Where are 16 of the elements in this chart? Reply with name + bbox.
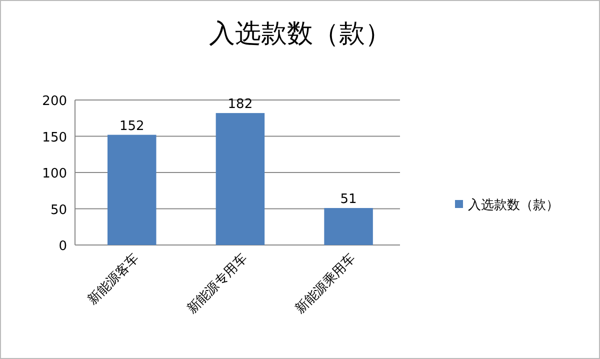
data-label: 182 [228,97,253,112]
y-tick-label: 0 [58,239,67,254]
y-tick-label: 200 [42,94,67,109]
legend-label: 入选款数（款） [468,198,559,213]
y-tick-label: 50 [50,202,67,218]
y-tick-label: 150 [42,130,67,146]
data-label: 51 [340,192,357,208]
bar [108,134,156,245]
bar [216,113,265,245]
chart-title: 入选款数（款） [209,19,391,49]
data-label: 152 [119,118,144,134]
bar [324,208,373,245]
x-tick-label: 新能源乘用车 [292,251,359,317]
y-tick-label: 100 [42,166,67,182]
x-tick-label: 新能源专用车 [184,251,250,317]
x-tick-label: 新能源客车 [84,250,142,308]
